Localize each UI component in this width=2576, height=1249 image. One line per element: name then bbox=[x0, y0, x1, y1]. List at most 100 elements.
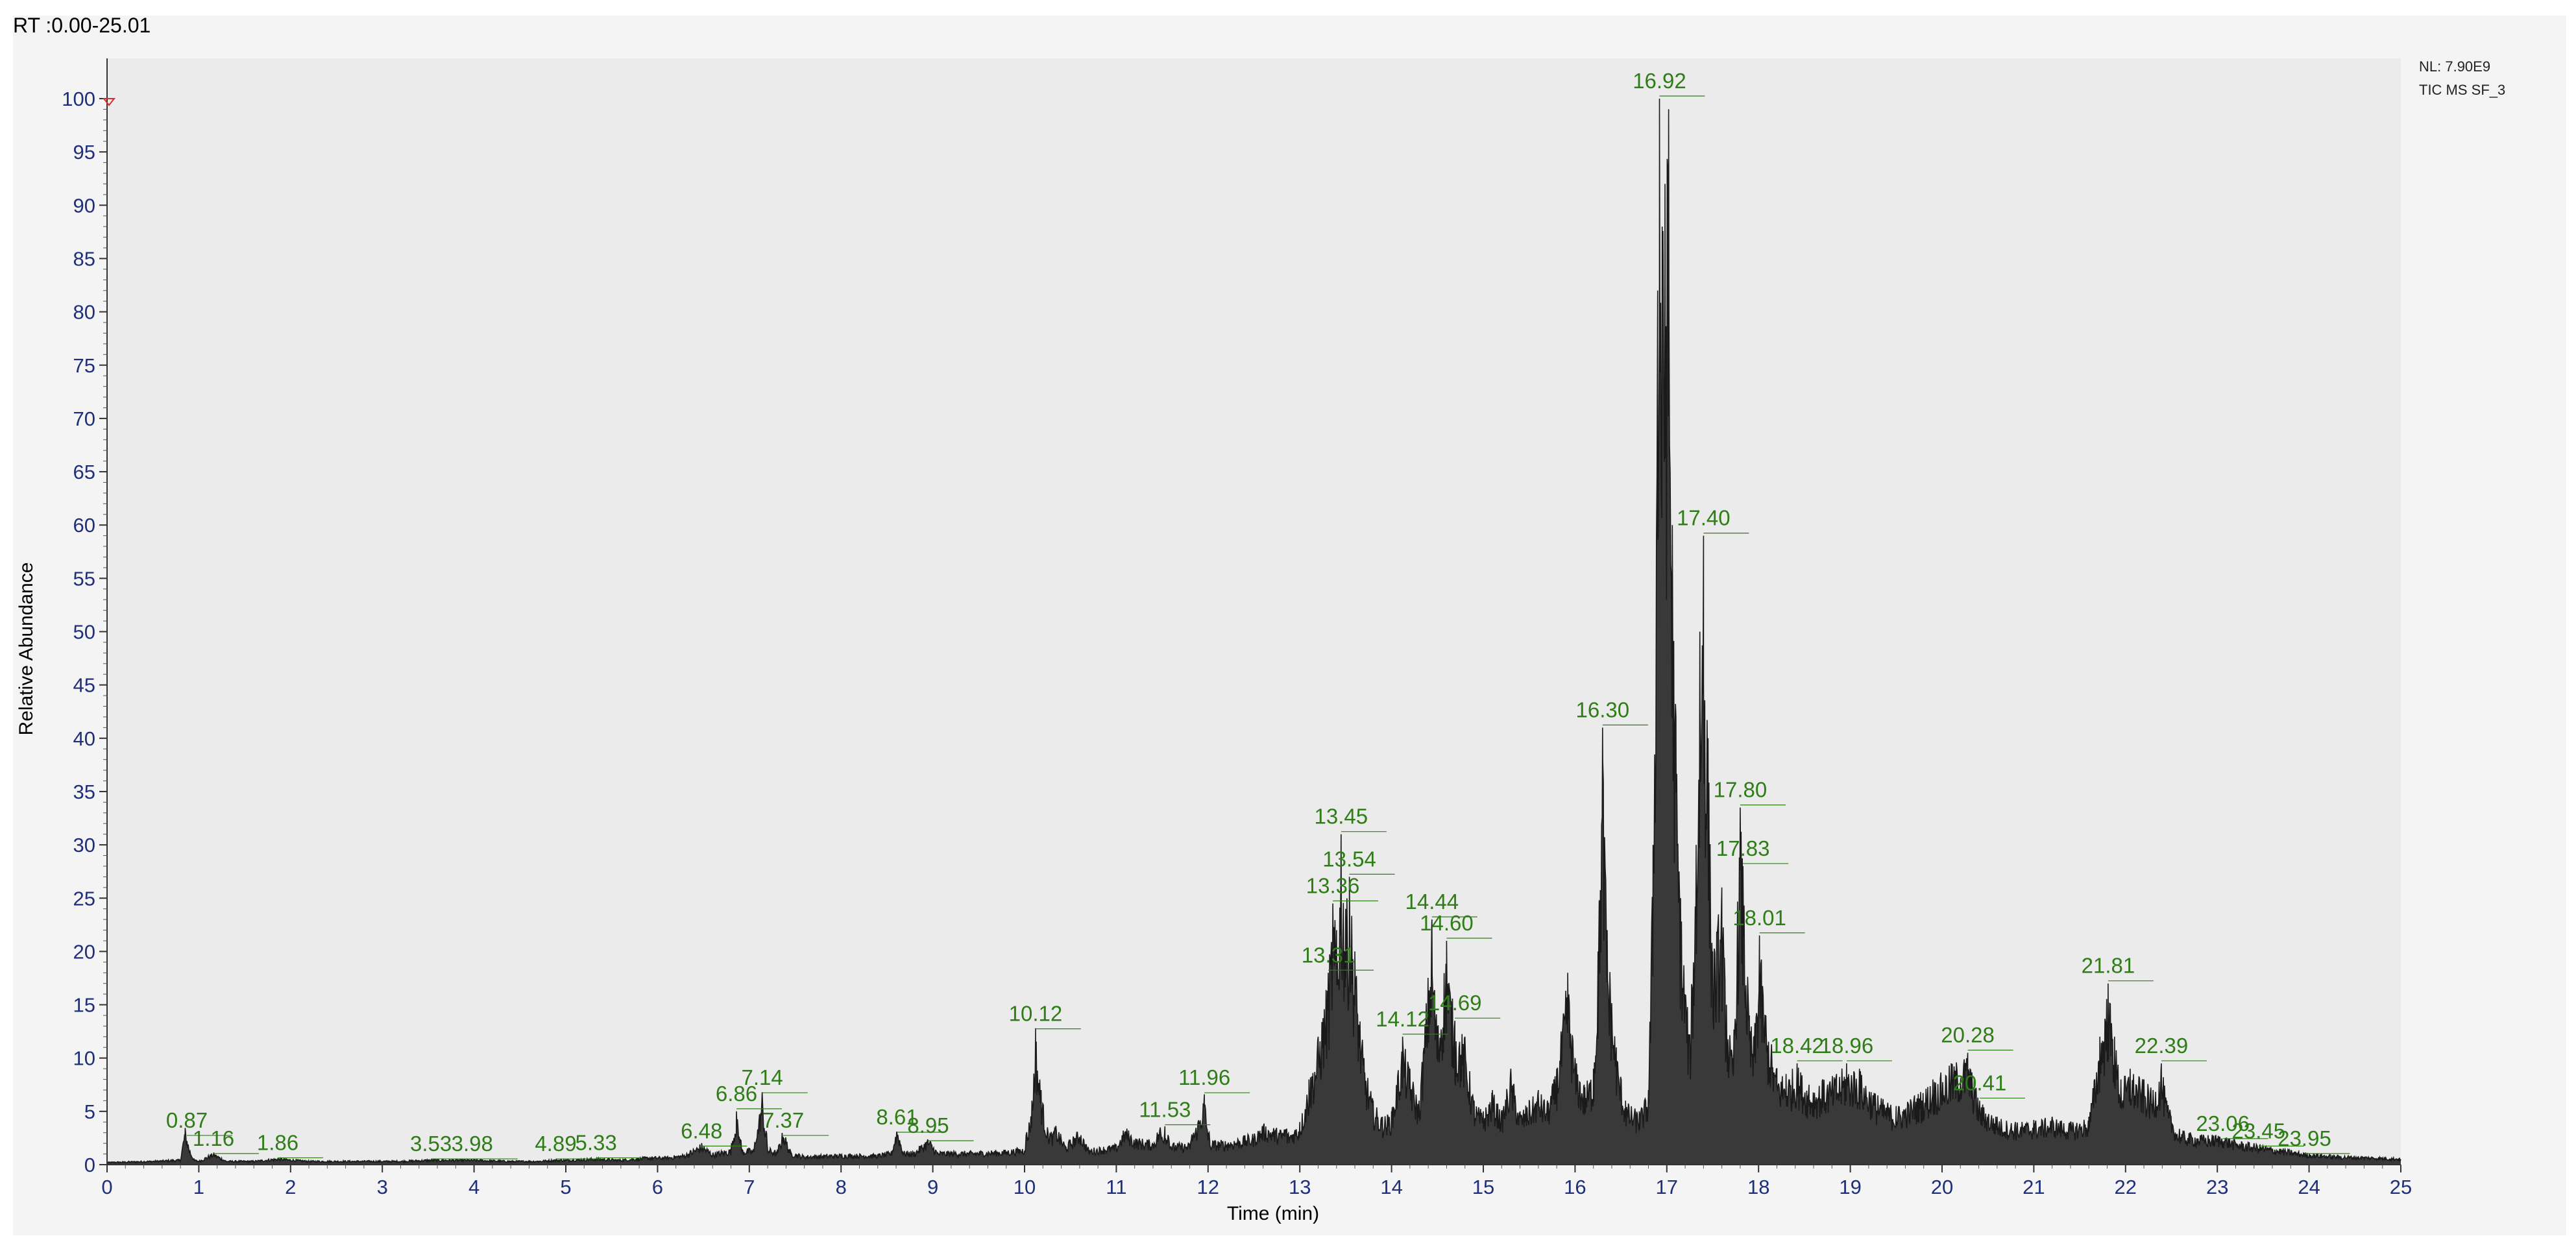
range-marker-icon bbox=[102, 98, 116, 106]
x-tick-label: 6 bbox=[652, 1176, 663, 1198]
x-tick-label: 9 bbox=[927, 1176, 938, 1198]
peak-label: 8.95 bbox=[907, 1113, 949, 1137]
trace-info: TIC MS SF_3 bbox=[2419, 82, 2505, 98]
peak-label: 14.60 bbox=[1420, 911, 1474, 935]
peak-label: 13.31 bbox=[1302, 943, 1355, 967]
x-tick-label: 5 bbox=[560, 1176, 571, 1198]
peak-label: 6.86 bbox=[716, 1082, 757, 1106]
tic-trace-line bbox=[106, 98, 2401, 1165]
peak-label: 10.12 bbox=[1009, 1002, 1063, 1026]
peak-label: 5.33 bbox=[576, 1130, 617, 1154]
peak-label: 1.86 bbox=[257, 1130, 298, 1154]
peak-label: 17.83 bbox=[1716, 836, 1770, 860]
peak-label: 17.40 bbox=[1677, 506, 1731, 530]
peak-labels-layer: 0.871.16 1.86 3.53 3.98 4.895.33 6.48 6.867.14… bbox=[166, 69, 2350, 1159]
peak-label: 23.95 bbox=[2278, 1126, 2331, 1150]
y-tick-label: 45 bbox=[73, 674, 95, 697]
rt-range-label: RT :0.00-25.01 bbox=[13, 14, 151, 37]
y-tick-label: 90 bbox=[73, 194, 95, 217]
x-tick-label: 7 bbox=[744, 1176, 755, 1198]
peak-label: 14.44 bbox=[1405, 890, 1459, 914]
peak-label: 0.87 bbox=[166, 1108, 208, 1132]
peak-label: 20.28 bbox=[1941, 1023, 1995, 1047]
peak-label: 11.53 bbox=[1139, 1097, 1191, 1121]
peak-label: 18.42 bbox=[1770, 1034, 1824, 1058]
x-tick-label: 4 bbox=[468, 1176, 480, 1198]
y-tick-label: 60 bbox=[73, 514, 95, 537]
x-tick-label: 17 bbox=[1656, 1176, 1678, 1198]
x-tick-label: 15 bbox=[1472, 1176, 1494, 1198]
x-tick-label: 2 bbox=[285, 1176, 296, 1198]
y-tick-label: 40 bbox=[73, 727, 95, 750]
peak-label: 11.96 bbox=[1178, 1065, 1230, 1089]
peak-label: 20.41 bbox=[1953, 1071, 2007, 1095]
peak-label: 3.98 bbox=[452, 1132, 493, 1156]
y-tick-label: 0 bbox=[84, 1154, 95, 1176]
peak-label: 21.81 bbox=[2082, 954, 2135, 978]
axes-layer bbox=[106, 58, 2401, 1165]
y-tick-label: 5 bbox=[84, 1100, 95, 1123]
x-tick-label: 16 bbox=[1564, 1176, 1586, 1198]
x-tick-label: 19 bbox=[1839, 1176, 1861, 1198]
x-tick-label: 12 bbox=[1197, 1176, 1219, 1198]
peak-label: 14.69 bbox=[1428, 991, 1482, 1015]
x-tick-label: 25 bbox=[2390, 1176, 2412, 1198]
peak-label: 16.30 bbox=[1576, 697, 1630, 722]
peak-label: 13.36 bbox=[1306, 873, 1360, 897]
x-tick-label: 13 bbox=[1289, 1176, 1311, 1198]
y-tick-label: 85 bbox=[73, 247, 95, 270]
peak-label: 7.37 bbox=[762, 1108, 804, 1132]
peak-label: 6.48 bbox=[681, 1119, 722, 1143]
y-tick-label: 70 bbox=[73, 407, 95, 430]
peak-label: 23.06 bbox=[2196, 1111, 2250, 1135]
peak-label: 1.16 bbox=[193, 1126, 234, 1150]
x-axis-title: Time (min) bbox=[1227, 1203, 1319, 1224]
y-tick-label: 80 bbox=[73, 301, 95, 324]
x-tick-label: 23 bbox=[2206, 1176, 2228, 1198]
x-tick-label: 3 bbox=[377, 1176, 388, 1198]
peak-label: 14.12 bbox=[1376, 1007, 1429, 1031]
x-tick-label: 21 bbox=[2023, 1176, 2045, 1198]
x-tick-label: 14 bbox=[1380, 1176, 1402, 1198]
y-tick-label: 65 bbox=[73, 461, 95, 483]
peak-label: 4.89 bbox=[535, 1132, 576, 1156]
y-tick-label: 55 bbox=[73, 567, 95, 590]
peak-label: 16.92 bbox=[1633, 69, 1686, 93]
y-tick-label: 15 bbox=[73, 994, 95, 1017]
y-tick-label: 50 bbox=[73, 621, 95, 644]
y-tick-label: 35 bbox=[73, 781, 95, 803]
peak-label: 3.53 bbox=[410, 1132, 452, 1156]
peak-label: 18.01 bbox=[1732, 906, 1786, 930]
x-tick-label: 22 bbox=[2115, 1176, 2137, 1198]
peak-label: 18.96 bbox=[1820, 1034, 1874, 1058]
x-tick-label: 18 bbox=[1747, 1176, 1769, 1198]
y-axis-title: Relative Abundance bbox=[16, 563, 37, 736]
peak-label: 13.45 bbox=[1315, 805, 1368, 829]
y-tick-label: 100 bbox=[62, 88, 95, 110]
peak-label: 7.14 bbox=[741, 1065, 783, 1089]
peak-label: 13.54 bbox=[1322, 847, 1376, 871]
peak-label: 23.45 bbox=[2232, 1119, 2286, 1143]
y-tick-label: 10 bbox=[73, 1047, 95, 1070]
x-tick-label: 11 bbox=[1106, 1176, 1126, 1198]
y-tick-label: 25 bbox=[73, 887, 95, 910]
y-tick-label: 30 bbox=[73, 834, 95, 856]
x-tick-label: 1 bbox=[193, 1176, 204, 1198]
peak-label: 22.39 bbox=[2135, 1034, 2189, 1058]
x-tick-label: 10 bbox=[1014, 1176, 1036, 1198]
x-tick-label: 0 bbox=[101, 1176, 112, 1198]
nl-info: NL: 7.90E9 bbox=[2419, 58, 2490, 75]
x-tick-label: 24 bbox=[2298, 1176, 2320, 1198]
y-tick-label: 20 bbox=[73, 940, 95, 963]
x-tick-label: 20 bbox=[1931, 1176, 1953, 1198]
trace-layer bbox=[106, 98, 2401, 1165]
x-tick-label: 8 bbox=[836, 1176, 847, 1198]
peak-label: 17.80 bbox=[1714, 778, 1768, 802]
ticks-layer: 0510152025303540455055606570758085909510… bbox=[62, 88, 2412, 1198]
y-tick-label: 95 bbox=[73, 141, 95, 164]
y-tick-label: 75 bbox=[73, 354, 95, 377]
peak-label: 8.61 bbox=[876, 1105, 917, 1129]
plot-area bbox=[107, 58, 2401, 1165]
